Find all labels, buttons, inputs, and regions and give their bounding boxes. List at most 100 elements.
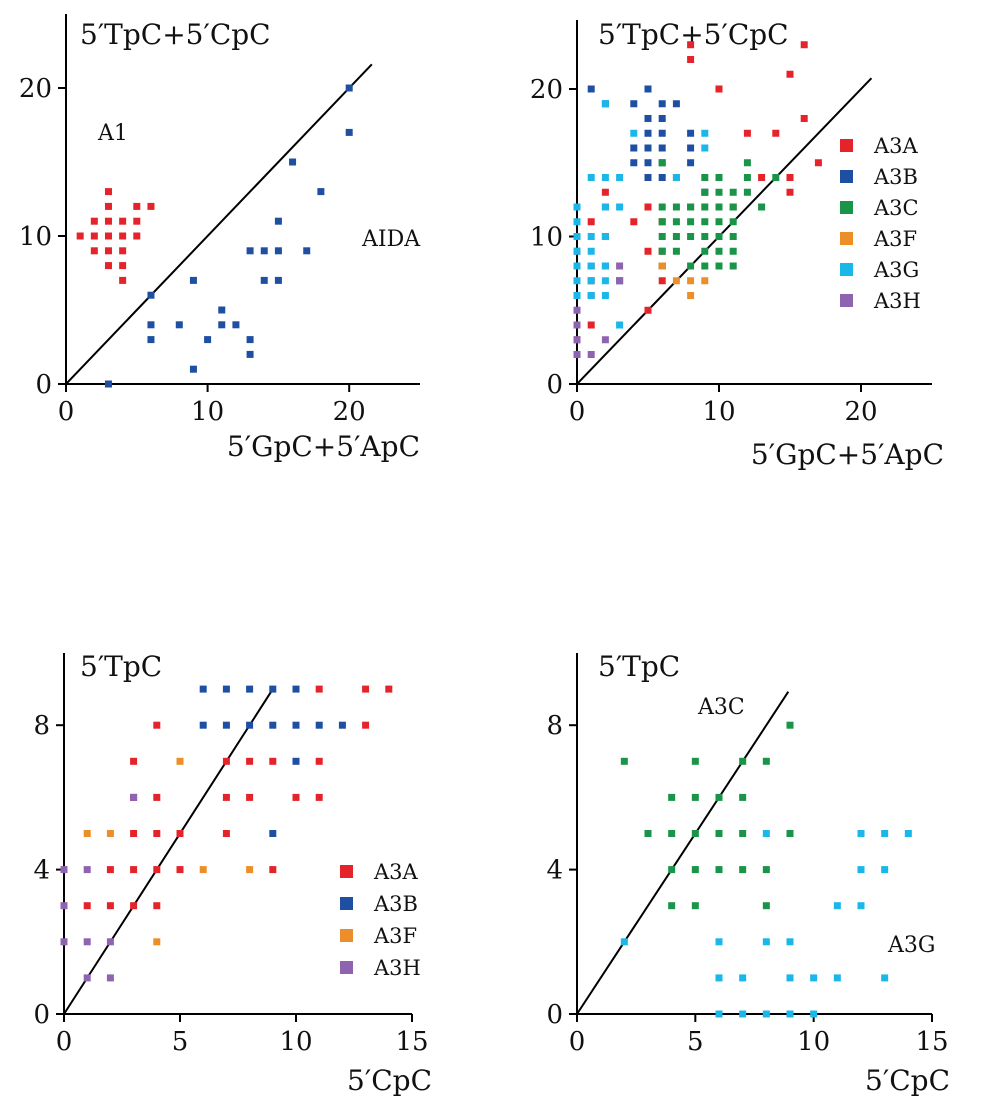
x-tick-label: 0 bbox=[58, 397, 75, 427]
point-a3g bbox=[616, 174, 624, 181]
point-a3b bbox=[658, 100, 666, 108]
point-a3c bbox=[691, 757, 699, 765]
point-a3f bbox=[153, 938, 161, 946]
point-a3g bbox=[762, 830, 770, 837]
point-a3a bbox=[130, 757, 138, 765]
point-a3g bbox=[786, 1010, 794, 1018]
legend: A3A A3B A3C A3F A3G A3H bbox=[840, 134, 921, 313]
panel-title: 5′TpC bbox=[80, 650, 162, 683]
point-a1 bbox=[104, 202, 112, 210]
point-a3c bbox=[658, 233, 666, 240]
y-tick-label: 20 bbox=[530, 75, 563, 105]
point-a3h bbox=[60, 866, 68, 874]
chart-panel-4: 0 4 8 0 5 10 15 5′TpC 5′CpC A3C A3G bbox=[546, 650, 950, 1097]
point-a3g bbox=[715, 938, 723, 946]
point-a3b bbox=[644, 174, 652, 181]
x-tick-label: 5 bbox=[172, 1027, 189, 1057]
point-aida bbox=[303, 247, 311, 255]
point-a3g bbox=[601, 277, 609, 285]
point-a3g bbox=[587, 233, 595, 240]
point-a3a bbox=[587, 218, 595, 226]
point-a3c bbox=[672, 203, 680, 211]
diagonal-line bbox=[576, 691, 790, 1015]
legend-label: A3F bbox=[873, 227, 917, 251]
point-aida bbox=[274, 247, 282, 255]
point-a3b bbox=[658, 129, 666, 137]
point-a3g bbox=[601, 100, 609, 108]
annotation-a1: A1 bbox=[97, 121, 128, 146]
x-tick-label: 15 bbox=[395, 1027, 428, 1057]
point-a3g bbox=[573, 277, 581, 285]
point-a3f bbox=[199, 866, 207, 874]
point-a3b bbox=[222, 721, 230, 729]
point-aida bbox=[218, 321, 226, 329]
point-aida bbox=[274, 276, 282, 284]
point-a3c bbox=[743, 174, 751, 181]
diagonal-line bbox=[576, 77, 873, 385]
legend-label: A3G bbox=[873, 258, 919, 282]
point-a3g bbox=[601, 203, 609, 211]
point-a3g bbox=[573, 262, 581, 270]
x-axis-label: 5′GpC+5′ApC bbox=[227, 430, 420, 463]
point-aida bbox=[260, 276, 268, 284]
point-a3a bbox=[315, 793, 323, 801]
point-a1 bbox=[119, 247, 127, 255]
y-tick-label: 8 bbox=[546, 711, 563, 741]
point-a3g bbox=[601, 262, 609, 270]
point-a3a bbox=[153, 830, 161, 837]
point-a3c bbox=[715, 188, 723, 196]
point-a3g bbox=[739, 1010, 747, 1018]
y-tick-label: 0 bbox=[546, 370, 563, 400]
point-a3g bbox=[616, 321, 624, 329]
x-tick-label: 5 bbox=[687, 1027, 704, 1057]
legend-swatch bbox=[340, 929, 353, 942]
point-a3g bbox=[739, 974, 747, 982]
point-a3a bbox=[743, 129, 751, 137]
point-a1 bbox=[133, 217, 141, 225]
y-tick-label: 4 bbox=[546, 856, 563, 886]
point-a3b bbox=[630, 100, 638, 108]
x-axis-label: 5′GpC+5′ApC bbox=[751, 438, 944, 471]
point-a3c bbox=[729, 218, 737, 226]
point-a3h bbox=[83, 938, 91, 946]
legend-label: A3H bbox=[373, 956, 421, 980]
point-a3b bbox=[672, 100, 680, 108]
point-a1 bbox=[104, 262, 112, 270]
point-a3g bbox=[881, 866, 889, 874]
point-a3a bbox=[315, 757, 323, 765]
point-a3b bbox=[292, 721, 300, 729]
point-a3a bbox=[106, 902, 114, 910]
point-a3f bbox=[658, 262, 666, 270]
point-aida bbox=[147, 321, 155, 329]
point-aida bbox=[218, 306, 226, 314]
point-a1 bbox=[119, 262, 127, 270]
point-a3f bbox=[106, 830, 114, 837]
point-a3g bbox=[881, 830, 889, 837]
point-a3b bbox=[292, 757, 300, 765]
panel-title: 5′TpC bbox=[598, 650, 680, 683]
point-a3c bbox=[687, 262, 695, 270]
point-a3b bbox=[630, 144, 638, 152]
point-a3h bbox=[616, 277, 624, 285]
panel-title: 5′TpC+5′CpC bbox=[80, 18, 271, 51]
point-a3g bbox=[833, 974, 841, 982]
legend-swatch bbox=[840, 170, 853, 183]
point-a3a bbox=[758, 174, 766, 181]
legend-swatch bbox=[840, 139, 853, 152]
point-a3g bbox=[573, 203, 581, 211]
point-a3g bbox=[786, 938, 794, 946]
point-a3b bbox=[587, 85, 595, 93]
legend: A3A A3B A3F A3H bbox=[340, 860, 421, 980]
point-a3a bbox=[587, 321, 595, 329]
point-a3a bbox=[130, 866, 138, 874]
point-a3c bbox=[743, 159, 751, 167]
point-a3c bbox=[715, 233, 723, 240]
point-a3c bbox=[729, 247, 737, 255]
diagonal-line bbox=[63, 691, 272, 1015]
annotation-a3c: A3C bbox=[697, 695, 745, 720]
point-aida bbox=[246, 336, 254, 344]
point-a3a bbox=[644, 306, 652, 314]
y-tick-label: 0 bbox=[546, 1000, 563, 1030]
point-a3c bbox=[668, 866, 676, 874]
point-a3a bbox=[687, 41, 695, 49]
